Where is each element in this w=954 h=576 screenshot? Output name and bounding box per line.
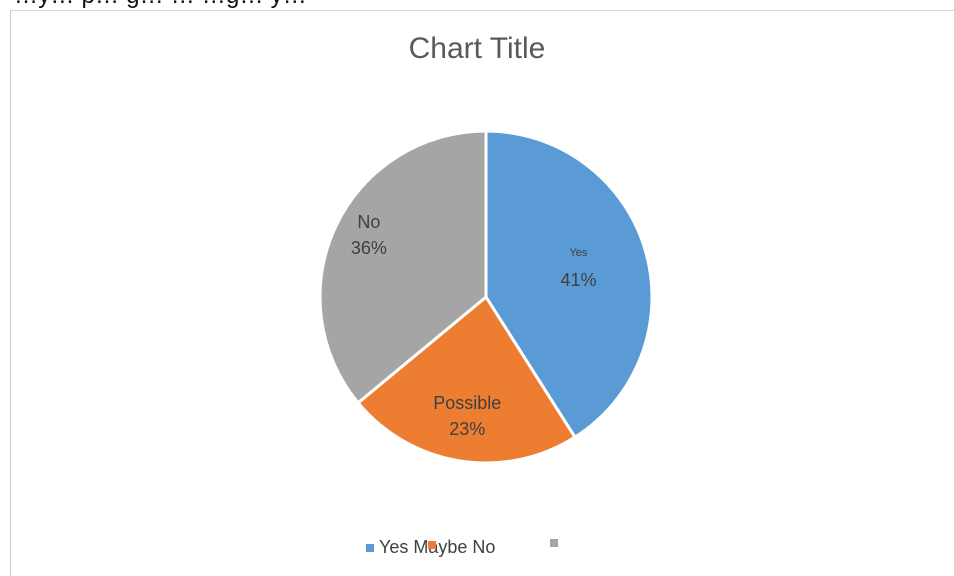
legend-swatch-possible [428, 541, 436, 549]
data-label-value-yes: 41% [560, 270, 596, 290]
legend-swatch-yes [366, 544, 374, 552]
cropped-top-text: …y… p… g… … …g… y… [0, 0, 954, 10]
legend-swatch-no [550, 539, 558, 547]
legend-label: Yes Maybe No [379, 537, 496, 557]
chart-title[interactable]: Chart Title [408, 32, 546, 65]
data-label-name-possible: Possible [433, 393, 501, 413]
data-label-name-no: No [357, 212, 380, 232]
data-label-value-no: 36% [351, 238, 387, 258]
pie-slice-no[interactable] [318, 129, 488, 405]
data-label-name-yes: Yes [569, 247, 587, 259]
cropped-top-text-line: …y… p… g… … …g… y… [14, 0, 307, 10]
data-label-value-possible: 23% [449, 419, 485, 439]
pie-slice-possible[interactable] [355, 294, 578, 465]
